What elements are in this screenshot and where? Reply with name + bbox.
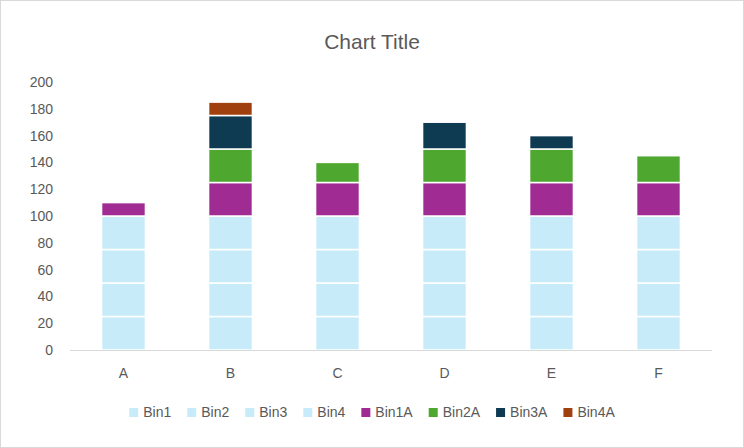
x-tick-label: C (332, 365, 342, 381)
chart-title: Chart Title (324, 30, 420, 53)
bar-segment (209, 250, 253, 284)
legend-swatch (429, 408, 438, 417)
y-tick-label: 200 (30, 74, 54, 90)
bar-segment (530, 250, 574, 284)
y-tick-label: 80 (37, 235, 53, 251)
bar-segment (637, 216, 681, 250)
bar-segment (637, 155, 681, 157)
y-tick-label: 60 (37, 262, 53, 278)
bar-segment (316, 162, 360, 182)
bar-segment (102, 202, 146, 204)
legend-swatch (563, 408, 572, 417)
legend-swatch (187, 408, 196, 417)
legend-swatch (129, 408, 138, 417)
legend-swatch (303, 408, 312, 417)
bar-segment (209, 116, 253, 150)
bar-segment (316, 250, 360, 284)
y-tick-label: 120 (30, 181, 54, 197)
bar-segment (530, 216, 574, 250)
bar-segment (637, 283, 681, 317)
legend-label: Bin4 (317, 404, 345, 420)
y-tick-label: 0 (45, 342, 53, 358)
bar-segment (637, 155, 681, 157)
bar-segment (209, 317, 253, 351)
legend-label: Bin4A (577, 404, 615, 420)
y-tick-label: 140 (30, 154, 54, 170)
legend-swatch (361, 408, 370, 417)
legend-label: Bin3A (510, 404, 548, 420)
bar-segment (209, 183, 253, 217)
legend-label: Bin1 (143, 404, 171, 420)
y-tick-label: 20 (37, 315, 53, 331)
x-tick-label: D (439, 365, 449, 381)
bar-segment (530, 136, 574, 149)
bar-segment (423, 121, 467, 123)
y-tick-label: 160 (30, 128, 54, 144)
bar-segment (316, 162, 360, 164)
bar-segment (102, 317, 146, 351)
bar-segment (102, 216, 146, 250)
x-tick-label: B (226, 365, 235, 381)
x-tick-label: F (654, 365, 663, 381)
y-tick-label: 100 (30, 208, 54, 224)
bar-segment (423, 283, 467, 317)
legend-swatch (496, 408, 505, 417)
x-tick-label: E (547, 365, 556, 381)
bar-segment (102, 202, 146, 204)
bar-segment (316, 162, 360, 164)
bar-segment (637, 250, 681, 284)
bar-segment (530, 135, 574, 137)
bar-segment (530, 183, 574, 217)
bar-segment (102, 250, 146, 284)
bar-segment (637, 317, 681, 351)
bar-segment (637, 156, 681, 183)
bar-segment (209, 102, 253, 115)
bar-segment (423, 250, 467, 284)
bar-segment (423, 216, 467, 250)
bar-segment (637, 183, 681, 217)
chart-frame (1, 1, 744, 448)
legend-label: Bin3 (259, 404, 287, 420)
bar-segment (316, 317, 360, 351)
plot-area (102, 102, 681, 350)
x-axis (70, 350, 712, 351)
bar-segment (423, 317, 467, 351)
bar-segment (316, 216, 360, 250)
legend-label: Bin2 (201, 404, 229, 420)
x-tick-label: A (119, 365, 129, 381)
bar-segment (423, 149, 467, 183)
bar-segment (102, 202, 146, 204)
bar-segment (209, 216, 253, 250)
legend-label: Bin1A (375, 404, 413, 420)
bar-segment (423, 122, 467, 149)
bar-segment (316, 183, 360, 217)
y-tick-label: 40 (37, 288, 53, 304)
bar-segment (530, 149, 574, 183)
legend: Bin1 Bin2 Bin3 Bin4 Bin1A Bin2A Bin3A Bin4A (129, 404, 615, 420)
y-tick-label: 180 (30, 101, 54, 117)
bar-segment (423, 183, 467, 217)
bar-segment (209, 149, 253, 183)
legend-label: Bin2A (443, 404, 481, 420)
bar-segment (102, 203, 146, 216)
bar-segment (102, 283, 146, 317)
bar-segment (209, 283, 253, 317)
bar-segment (530, 283, 574, 317)
chart: Chart Title 0 20 40 60 80 100 120 140 160 180 200 A B… (0, 0, 744, 448)
bar-segment (530, 317, 574, 351)
bar-segment (316, 283, 360, 317)
legend-swatch (245, 408, 254, 417)
